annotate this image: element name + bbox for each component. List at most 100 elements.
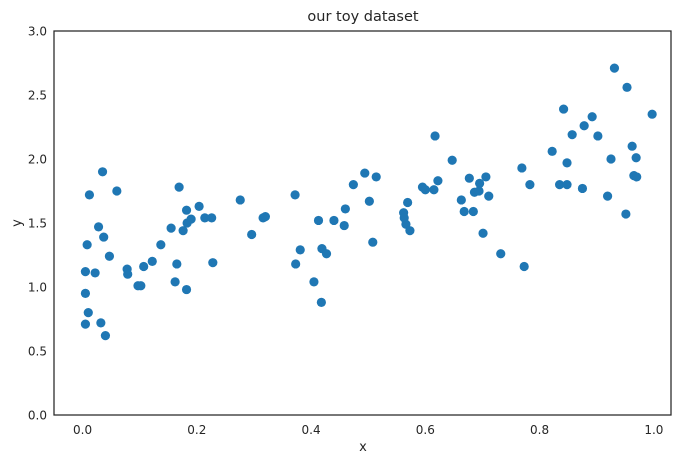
data-point — [181, 284, 192, 295]
data-point — [194, 201, 204, 211]
x-tick-label: 0.0 — [73, 423, 92, 437]
data-point — [97, 167, 108, 177]
y-tick-label: 0.0 — [28, 409, 47, 423]
data-point — [579, 121, 589, 131]
data-point — [100, 331, 111, 341]
data-point — [235, 195, 245, 205]
data-point — [577, 183, 588, 194]
data-point — [83, 308, 93, 318]
data-point — [90, 268, 100, 278]
data-point — [82, 240, 92, 250]
data-point — [96, 318, 106, 328]
data-point — [80, 288, 91, 298]
data-point — [321, 249, 332, 259]
data-point — [247, 229, 257, 240]
data-point — [593, 131, 603, 141]
data-point — [181, 205, 192, 215]
data-point — [420, 185, 430, 195]
data-point — [172, 259, 182, 269]
data-point — [339, 220, 349, 231]
data-point — [178, 226, 188, 236]
data-point — [295, 245, 305, 255]
data-point — [99, 232, 109, 242]
data-point — [104, 251, 115, 261]
data-point — [587, 112, 597, 122]
data-point — [364, 196, 374, 206]
y-tick-label: 3.0 — [28, 25, 47, 39]
data-point — [403, 197, 413, 208]
data-point — [474, 186, 484, 196]
y-tick-label: 1.5 — [28, 217, 47, 231]
data-point — [200, 213, 210, 223]
y-tick-labels: 0.0 0.5 1.0 1.5 2.0 2.5 3.0 — [28, 25, 47, 423]
data-point — [484, 191, 494, 201]
data-point — [156, 240, 166, 250]
data-point — [478, 228, 488, 238]
data-point — [468, 206, 478, 217]
data-point — [112, 186, 122, 196]
data-point — [464, 173, 474, 183]
data-point — [93, 222, 104, 232]
plot-frame — [53, 30, 672, 416]
x-tick-label: 0.6 — [416, 423, 435, 437]
data-point — [368, 237, 378, 247]
data-point — [562, 158, 572, 168]
data-point — [309, 277, 319, 287]
y-tick-label: 1.0 — [28, 281, 47, 295]
data-point — [547, 146, 557, 156]
data-point — [447, 155, 457, 165]
data-point — [481, 172, 491, 182]
data-point — [80, 267, 91, 277]
data-point — [139, 261, 149, 272]
data-point — [475, 178, 485, 188]
data-point — [290, 190, 300, 200]
data-point — [517, 163, 527, 173]
data-point — [562, 180, 572, 190]
data-point — [166, 223, 176, 233]
data-point — [525, 180, 535, 190]
data-point — [606, 154, 616, 164]
data-point — [567, 130, 577, 140]
data-point — [627, 141, 637, 151]
data-point — [405, 226, 415, 236]
data-point — [519, 261, 529, 272]
data-point — [621, 209, 631, 219]
data-point — [170, 277, 180, 287]
data-point — [602, 191, 613, 201]
data-point — [371, 172, 381, 182]
y-axis-label: y — [10, 219, 25, 227]
x-tick-label: 0.8 — [530, 423, 549, 437]
data-point — [316, 297, 326, 307]
data-point — [609, 63, 620, 73]
x-tick-label: 0.2 — [187, 423, 206, 437]
data-point — [496, 249, 506, 259]
data-point — [136, 281, 146, 291]
data-point — [430, 131, 440, 141]
y-tick-label: 2.5 — [28, 89, 47, 103]
data-point — [260, 212, 270, 222]
data-point — [186, 214, 196, 224]
data-point — [622, 82, 632, 92]
x-axis-label: x — [359, 440, 367, 455]
data-point — [647, 109, 657, 119]
data-point — [559, 104, 569, 114]
data-point — [456, 195, 466, 205]
x-tick-label: 1.0 — [644, 423, 663, 437]
data-point — [84, 190, 95, 200]
data-point — [340, 204, 350, 214]
x-tick-labels: 0.0 0.2 0.4 0.6 0.8 1.0 — [73, 423, 663, 437]
data-point — [208, 258, 218, 268]
data-point — [123, 269, 133, 279]
data-point — [291, 259, 301, 269]
y-tick-label: 0.5 — [28, 345, 47, 359]
data-point — [80, 319, 91, 329]
x-tick-label: 0.4 — [302, 423, 321, 437]
y-tick-label: 2.0 — [28, 153, 47, 167]
chart-title: our toy dataset — [307, 9, 419, 25]
data-point — [360, 168, 370, 178]
data-point — [174, 182, 184, 192]
data-point — [631, 153, 641, 163]
points-layer — [80, 63, 657, 341]
